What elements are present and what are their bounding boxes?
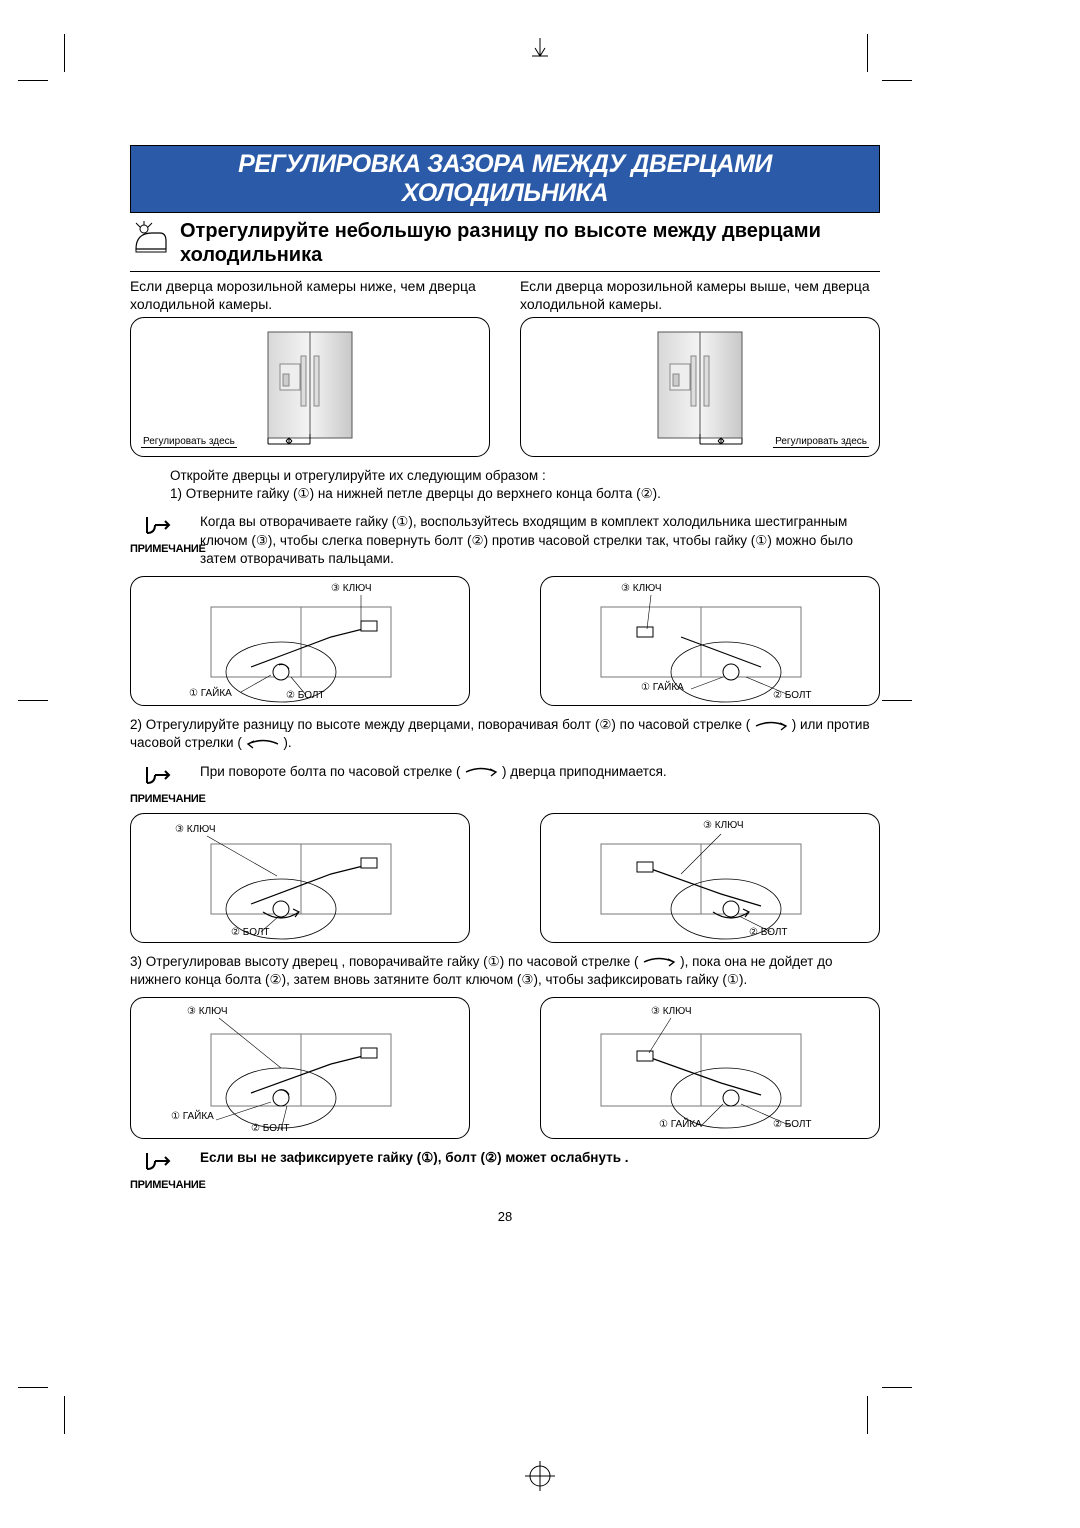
note-icon (130, 763, 188, 791)
note-label-3: ПРИМЕЧАНИЕ (130, 1179, 188, 1191)
intro-line2: 1) Отверните гайку (①) на нижней петле д… (170, 485, 880, 503)
label-key: ③ КЛЮЧ (175, 824, 216, 835)
label-key: ③ КЛЮЧ (621, 583, 662, 594)
note-icon (130, 513, 188, 541)
note-text-2: При повороте болта по часовой стрелке ( … (200, 763, 667, 781)
figure-left: Регулировать здесь (130, 317, 490, 457)
top-registration-mark (529, 36, 551, 64)
intro-line1: Откройте дверцы и отрегулируйте их следу… (170, 467, 880, 485)
step2-a: 2) Отрегулируйте разницу по высоте между… (130, 717, 750, 732)
note-text-3: Если вы не зафиксируете гайку (①), болт … (200, 1149, 629, 1167)
section-icon (130, 219, 170, 259)
label-nut: ① ГАЙКА (189, 688, 232, 699)
note-3: ПРИМЕЧАНИЕ Если вы не зафиксируете гайку… (130, 1149, 880, 1191)
label-bolt: ② БОЛТ (251, 1123, 290, 1134)
diagram-1-left: ③ КЛЮЧ ① ГАЙКА ② БОЛТ (130, 576, 470, 706)
adjust-label-right: Регулировать здесь (773, 436, 869, 448)
label-bolt: ② БОЛТ (749, 927, 788, 938)
label-key: ③ КЛЮЧ (703, 820, 744, 831)
section-title: Отрегулируйте небольшую разницу по высот… (180, 219, 880, 267)
note-label-2: ПРИМЕЧАНИЕ (130, 793, 188, 805)
section-header: Отрегулируйте небольшую разницу по высот… (130, 219, 880, 272)
note-2: ПРИМЕЧАНИЕ При повороте болта по часовой… (130, 763, 880, 805)
step-2: 2) Отрегулируйте разницу по высоте между… (130, 716, 880, 752)
figure-right: Регулировать здесь (520, 317, 880, 457)
label-nut: ① ГАЙКА (171, 1111, 214, 1122)
diagram-3-right: ③ КЛЮЧ ① ГАЙКА ② БОЛТ (540, 997, 880, 1139)
label-bolt: ② БОЛТ (286, 690, 325, 701)
step-3: 3) Отрегулировав высоту дверец , поворач… (130, 953, 880, 989)
page-number: 28 (130, 1209, 880, 1224)
diagram-1-right: ③ КЛЮЧ ① ГАЙКА ② БОЛТ (540, 576, 880, 706)
label-bolt: ② БОЛТ (231, 927, 270, 938)
label-nut: ① ГАЙКА (641, 682, 684, 693)
label-nut: ① ГАЙКА (659, 1119, 702, 1130)
diagram-3-left: ③ КЛЮЧ ① ГАЙКА ② БОЛТ (130, 997, 470, 1139)
diagram-2-left: ③ КЛЮЧ ② БОЛТ (130, 813, 470, 943)
diagram-2-right: ③ КЛЮЧ ② БОЛТ (540, 813, 880, 943)
label-key: ③ КЛЮЧ (187, 1006, 228, 1017)
right-caption: Если дверца морозильной камеры выше, чем… (520, 278, 880, 313)
label-bolt: ② БОЛТ (773, 690, 812, 701)
note-text-1: Когда вы отворачиваете гайку (①), воспол… (200, 513, 880, 568)
step2-c: ). (283, 735, 291, 750)
note-icon (130, 1149, 188, 1177)
note-label-1: ПРИМЕЧАНИЕ (130, 543, 188, 555)
page-title: РЕГУЛИРОВКА ЗАЗОРА МЕЖДУ ДВЕРЦАМИ ХОЛОДИ… (130, 145, 880, 213)
adjust-label-left: Регулировать здесь (141, 436, 237, 448)
intro-text: Откройте дверцы и отрегулируйте их следу… (170, 467, 880, 503)
note-1: ПРИМЕЧАНИЕ Когда вы отворачиваете гайку … (130, 513, 880, 568)
left-caption: Если дверца морозильной камеры ниже, чем… (130, 278, 490, 313)
label-bolt: ② БОЛТ (773, 1119, 812, 1130)
bottom-registration-mark (525, 1461, 555, 1496)
step3-a: 3) Отрегулировав высоту дверец , поворач… (130, 954, 639, 969)
label-key: ③ КЛЮЧ (651, 1006, 692, 1017)
label-key: ③ КЛЮЧ (331, 583, 372, 594)
